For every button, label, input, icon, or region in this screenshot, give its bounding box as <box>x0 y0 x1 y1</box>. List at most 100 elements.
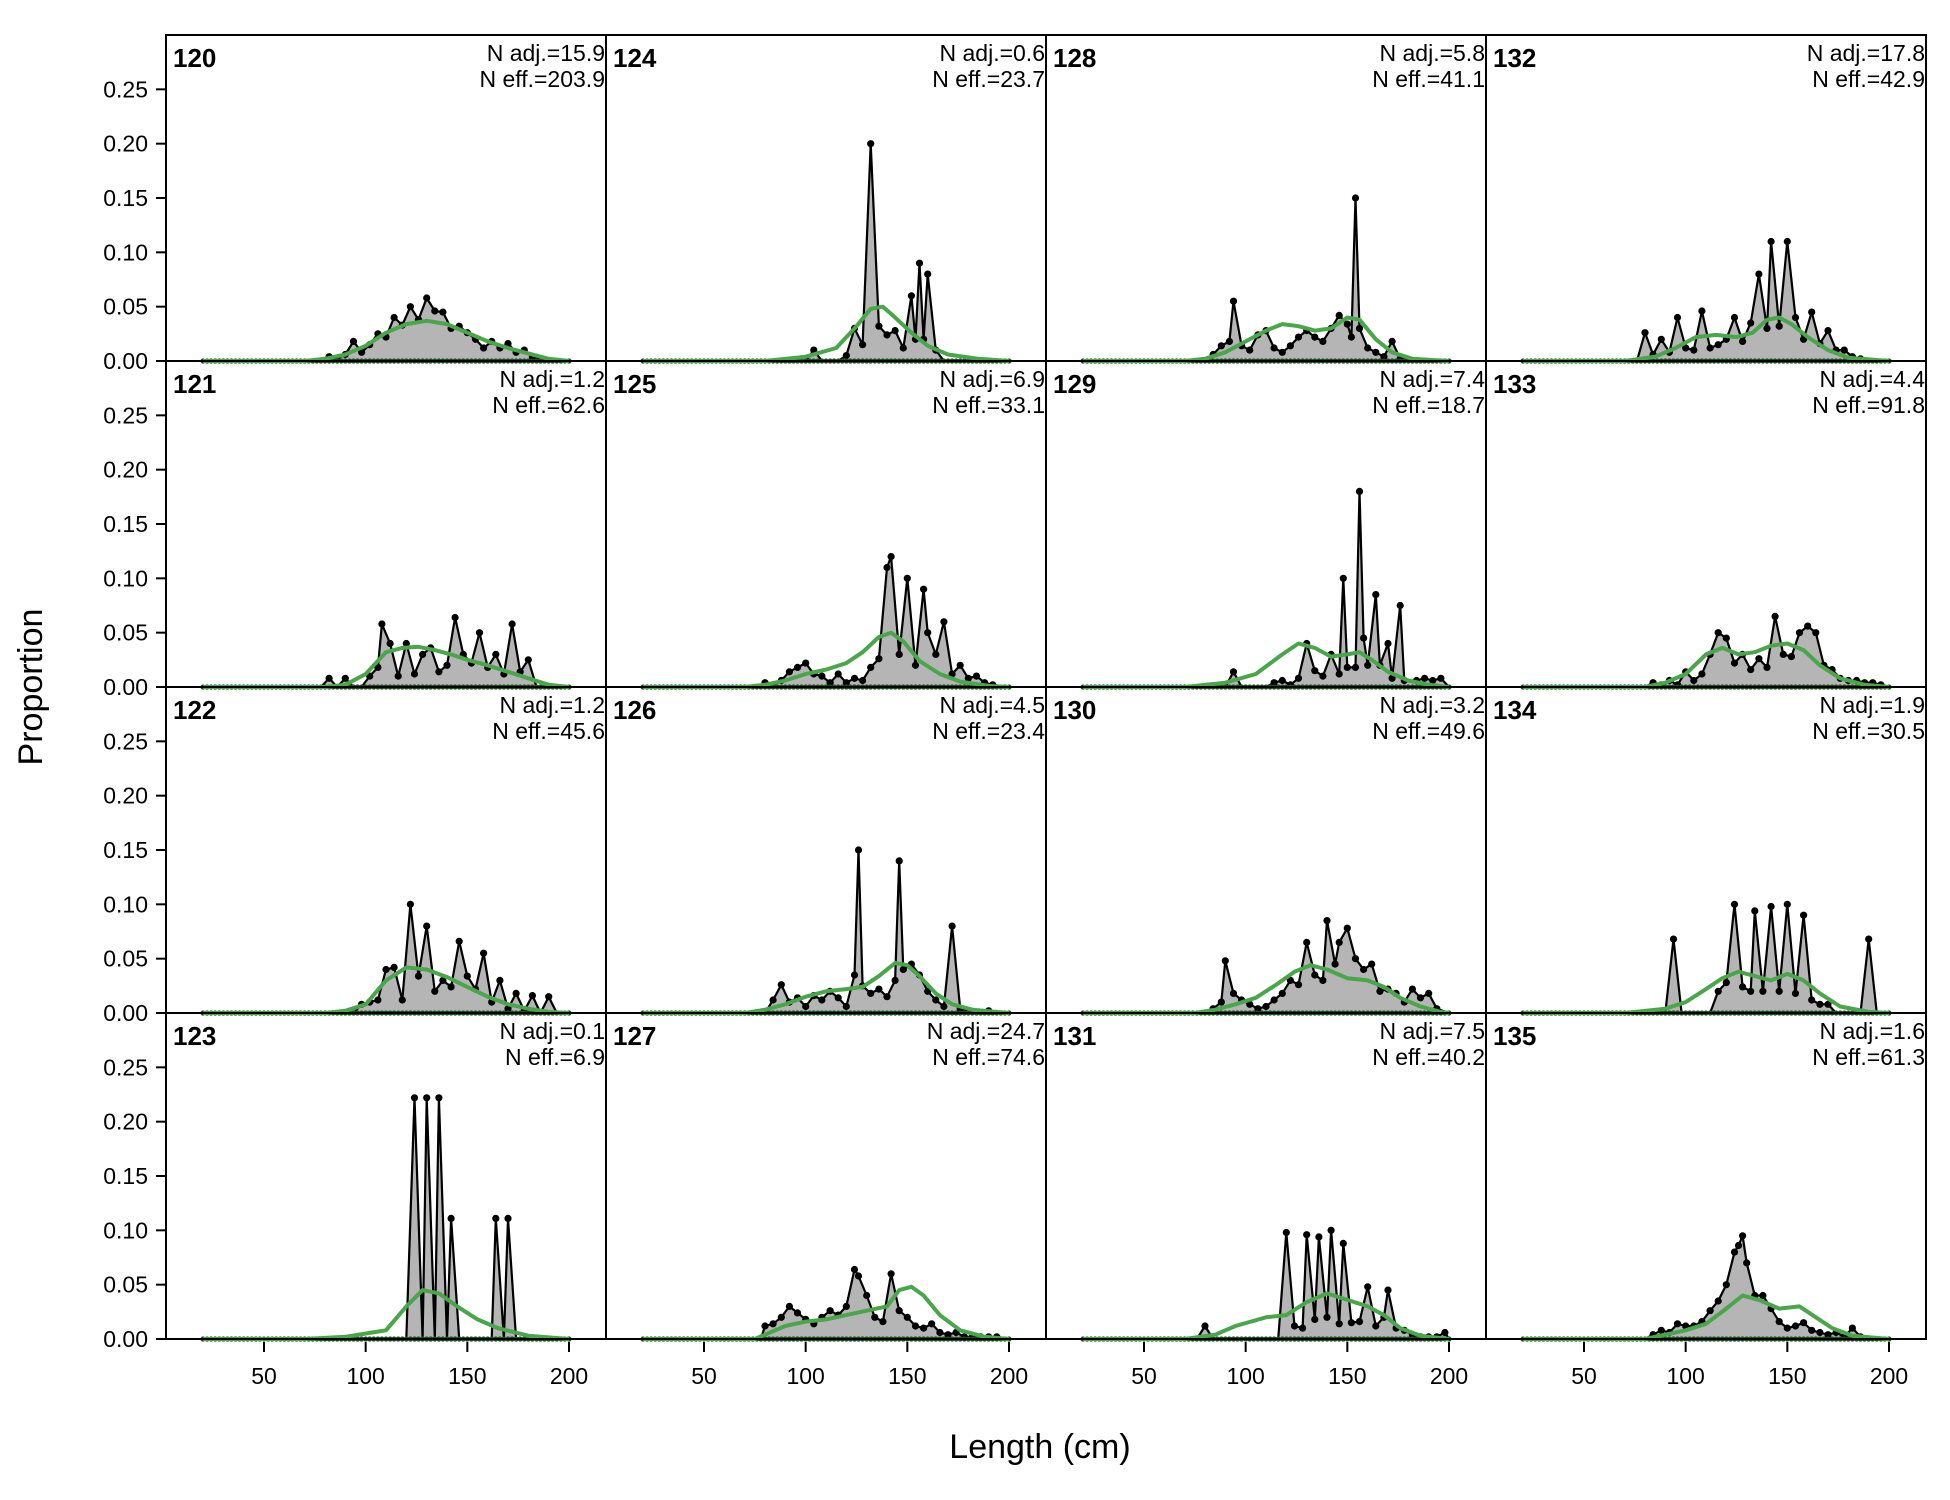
observed-point <box>895 857 903 865</box>
observed-point <box>1739 337 1747 345</box>
panel-n-adj: N adj.=17.8 <box>1807 40 1925 66</box>
observed-point <box>1787 653 1795 661</box>
observed-point <box>435 1094 443 1102</box>
observed-point <box>850 1265 859 1274</box>
y-tick-label: 0.15 <box>103 837 148 863</box>
observed-point <box>895 1307 903 1315</box>
observed-point <box>1669 935 1678 943</box>
y-tick-label: 0.05 <box>103 294 148 320</box>
observed-point <box>1327 1226 1335 1234</box>
panel-id-label: 122 <box>173 695 216 725</box>
observed-point <box>1347 333 1355 341</box>
panel-n-adj: N adj.=7.4 <box>1380 366 1486 392</box>
observed-point <box>1791 989 1800 998</box>
panel-n-eff: N eff.=33.1 <box>932 392 1045 418</box>
expected-line <box>1523 1293 1890 1341</box>
observed-point <box>1824 1331 1832 1339</box>
observed-point <box>1311 1315 1319 1323</box>
observed-point <box>1714 1297 1722 1305</box>
x-tick-label: 50 <box>1571 1363 1597 1389</box>
observed-point <box>875 655 883 663</box>
observed-line <box>203 1096 569 1341</box>
observed-point <box>903 574 911 582</box>
expected-line <box>203 318 570 363</box>
observed-point <box>358 348 366 356</box>
observed-point <box>911 1322 920 1330</box>
panel-id-label: 127 <box>613 1021 656 1051</box>
panel-id-label: 120 <box>173 43 216 73</box>
observed-point <box>1335 670 1343 678</box>
expected-line <box>203 644 570 689</box>
observed-point <box>1808 996 1816 1004</box>
panel-n-adj: N adj.=7.5 <box>1380 1018 1486 1044</box>
y-tick-label: 0.15 <box>103 1163 148 1189</box>
y-tick-label: 0.20 <box>103 783 148 809</box>
observed-point <box>899 965 907 974</box>
observed-point <box>867 140 875 148</box>
y-tick-label: 0.25 <box>103 76 148 102</box>
observed-point <box>1800 1319 1808 1327</box>
observed-point <box>1751 907 1759 915</box>
panel-id-label: 130 <box>1053 695 1096 725</box>
observed-point <box>936 1328 944 1337</box>
observed-point <box>785 1302 794 1310</box>
observed-area <box>1523 904 1889 1013</box>
panel-131: 131 N adj.=7.5N eff.=40.2 <box>1045 1012 1487 1342</box>
y-tick-label: 0.15 <box>103 185 148 211</box>
panel-128: 128 N adj.=5.8N eff.=41.1 <box>1045 34 1487 364</box>
observed-point <box>1368 960 1376 968</box>
panel-120: 120 N adj.=15.9N eff.=203.9 <box>165 34 607 364</box>
observed-point <box>1270 344 1278 352</box>
observed-point <box>1698 307 1706 315</box>
panel-126: 126 N adj.=4.5N eff.=23.4 <box>605 686 1047 1016</box>
observed-point <box>1331 960 1339 968</box>
observed-point <box>1690 346 1698 354</box>
observed-point <box>1722 1281 1730 1289</box>
observed-point <box>1303 938 1311 947</box>
observed-point <box>964 674 972 682</box>
panel-id-label: 123 <box>173 1021 216 1051</box>
expected-line <box>1083 1291 1450 1341</box>
observed-point <box>1743 1259 1751 1267</box>
observed-point <box>1384 639 1392 648</box>
x-axis-title: Length (cm) <box>949 1428 1130 1466</box>
observed-point <box>431 987 439 995</box>
observed-point <box>915 259 924 267</box>
panel-n-adj: N adj.=1.2 <box>500 692 606 718</box>
observed-point <box>496 976 504 985</box>
observed-point <box>1270 996 1278 1004</box>
expected-line <box>203 1288 570 1341</box>
observed-point <box>423 294 431 302</box>
observed-point <box>834 994 842 1002</box>
observed-point <box>390 313 398 322</box>
expected-line <box>643 630 1010 689</box>
panel-id-label: 134 <box>1493 695 1537 725</box>
panel-n-adj: N adj.=1.2 <box>500 366 606 392</box>
panel-n-eff: N eff.=23.7 <box>932 66 1045 92</box>
observed-point <box>956 661 964 669</box>
observed-point <box>818 672 826 680</box>
observed-point <box>818 996 826 1004</box>
observed-point <box>1343 924 1351 932</box>
observed-point <box>920 1324 928 1332</box>
observed-point <box>374 996 382 1004</box>
observed-point <box>948 922 956 930</box>
observed-point <box>1286 976 1294 985</box>
expected-line <box>1523 315 1890 363</box>
observed-point <box>1323 1313 1331 1321</box>
observed-point <box>1816 1328 1824 1337</box>
observed-point <box>887 553 895 561</box>
observed-point <box>1714 987 1722 995</box>
observed-point <box>504 1214 512 1222</box>
observed-point <box>899 344 907 352</box>
observed-point <box>1673 1320 1682 1328</box>
observed-point <box>842 352 850 360</box>
observed-area <box>1083 920 1449 1013</box>
observed-point <box>875 985 883 993</box>
observed-line <box>643 555 1010 689</box>
observed-area <box>1083 198 1449 361</box>
x-tick-label: 150 <box>448 1363 486 1389</box>
observed-point <box>1388 337 1396 345</box>
observed-area <box>643 1269 1009 1339</box>
observed-point <box>1290 1322 1299 1330</box>
